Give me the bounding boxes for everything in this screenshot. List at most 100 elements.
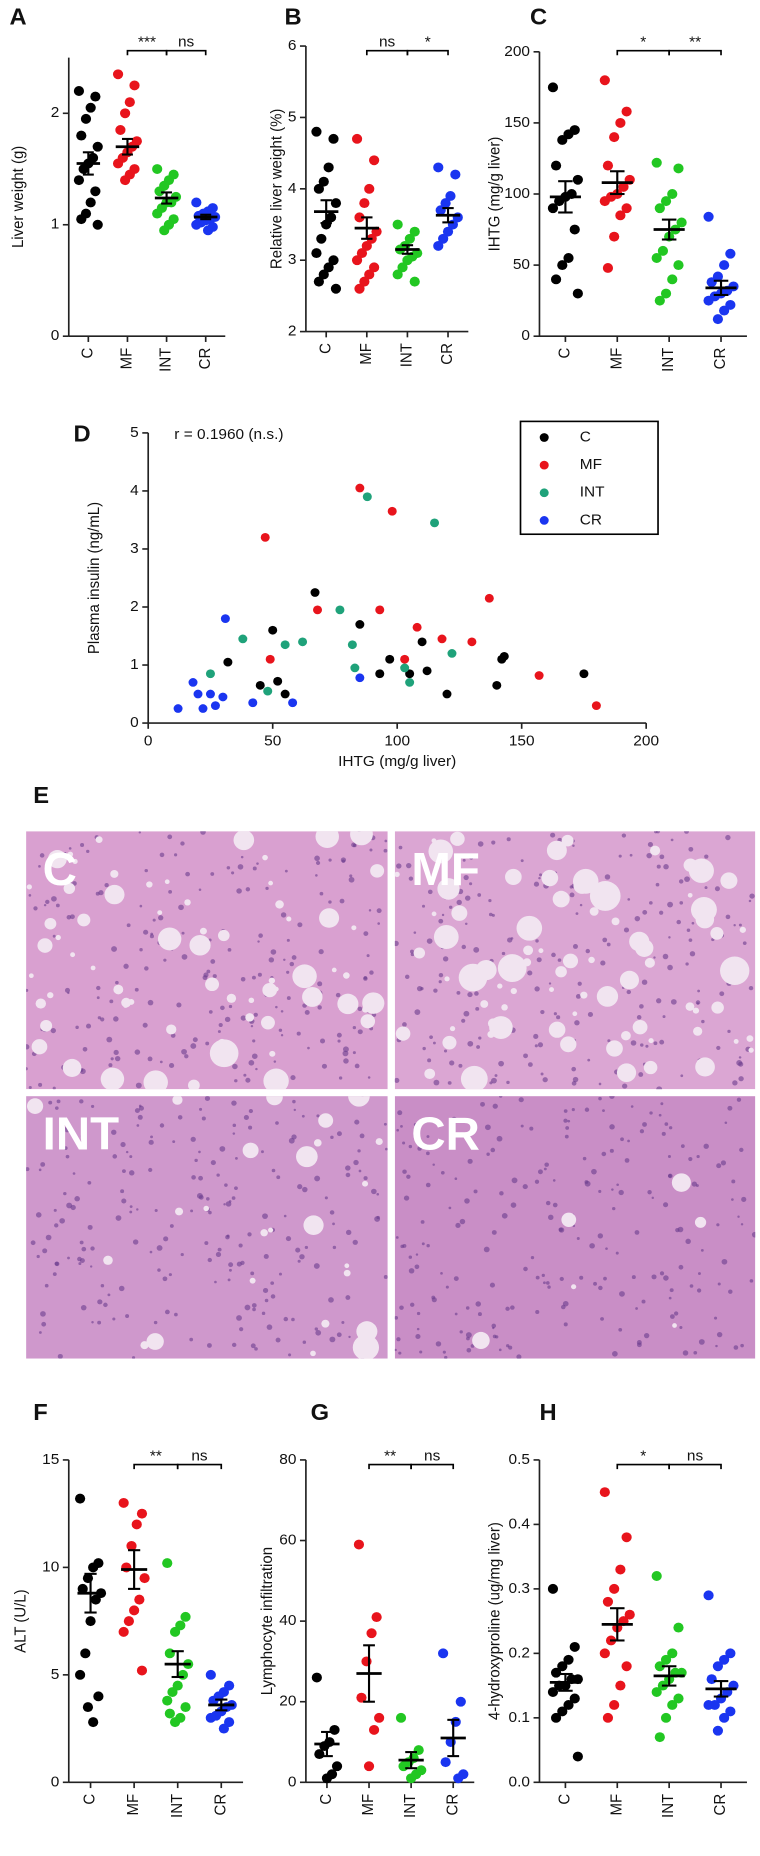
nucleus [510,1305,515,1310]
data-point [673,1693,684,1704]
error-bar [661,218,677,241]
nucleus [465,1332,472,1338]
lipid-droplet [458,963,488,992]
x-tick-label: INT [398,343,415,367]
nucleus [352,1239,358,1245]
nucleus [567,1119,571,1123]
lipid-droplet [266,1096,283,1106]
y-tick-label: 40 [279,1612,296,1629]
nucleus [96,985,101,991]
nucleus [647,1190,652,1195]
nucleus [630,1040,637,1046]
lipid-droplet [352,1334,380,1359]
nucleus [456,899,462,905]
error-bar [171,1650,184,1679]
lipid-droplet [262,982,278,998]
nucleus [410,952,415,957]
nucleus [505,1306,510,1311]
nucleus [36,1254,40,1259]
x-tick-label: MF [125,1794,142,1816]
data-point [369,155,380,166]
nucleus [462,858,466,862]
nucleus [410,1302,415,1307]
nucleus [473,1189,478,1194]
lipid-droplet [710,927,724,940]
nucleus [654,831,658,834]
nucleus [609,1096,615,1099]
nucleus [569,892,575,898]
nucleus [475,1006,480,1011]
nucleus [659,1039,665,1045]
nucleus [28,894,32,897]
nucleus [38,865,41,868]
micrograph [26,831,388,1090]
nucleus [107,1293,111,1297]
nucleus [354,1119,360,1125]
nucleus [30,1240,36,1246]
data-point [579,669,589,679]
lipid-droplet [302,987,323,1007]
data-point [92,219,103,230]
data-point [400,654,410,664]
data-point [356,1692,367,1703]
nucleus [239,1327,244,1332]
micrograph [394,831,756,1090]
data-point [621,203,632,214]
lipid-droplet [648,1038,654,1044]
data-point [220,614,230,623]
nucleus [240,855,244,859]
nucleus [63,1191,67,1196]
nucleus [575,994,581,999]
nucleus [612,1206,616,1211]
nucleus [693,1350,698,1355]
nucleus [67,1256,70,1260]
nucleus [426,1135,430,1138]
data-point [534,671,544,680]
nucleus [63,1146,68,1151]
data-point [712,1661,724,1672]
nucleus [679,1325,683,1329]
nucleus [454,1312,458,1316]
nucleus [484,1124,491,1131]
nucleus [336,1332,342,1338]
nucleus [499,1191,504,1196]
data-point [572,288,583,299]
nucleus [741,1196,747,1202]
data-point [318,269,329,280]
nucleus [109,999,114,1004]
nucleus [444,1355,448,1359]
nucleus [280,1010,284,1013]
nucleus [163,958,167,962]
nucleus [220,1005,225,1011]
nucleus [645,1044,649,1048]
data-point [406,1773,417,1784]
x-tick-label: 150 [509,733,535,750]
nucleus [111,1129,117,1135]
nucleus [156,1245,163,1251]
nucleus [357,1149,361,1153]
nucleus [552,1202,558,1208]
nucleus [56,1099,61,1104]
data-point [73,86,85,96]
nucleus [742,941,747,945]
lipid-droplet [632,1019,648,1035]
data-point [719,1712,730,1723]
nucleus [396,1128,399,1132]
data-point [392,269,403,280]
nucleus [464,1198,470,1204]
nucleus [349,874,353,878]
error-bar [401,244,414,255]
nucleus [184,1054,189,1059]
nucleus [522,1184,528,1190]
nucleus [262,1287,269,1294]
nucleus [68,847,72,850]
nucleus [150,1135,153,1139]
nucleus [138,1104,142,1108]
nucleus [129,1155,133,1159]
lipid-droplet [62,1058,82,1077]
y-tick-label: 6 [288,37,297,54]
lipid-droplet [249,1277,256,1284]
nucleus [299,1254,305,1260]
lipid-droplet [572,868,599,894]
data-point [609,1583,620,1594]
